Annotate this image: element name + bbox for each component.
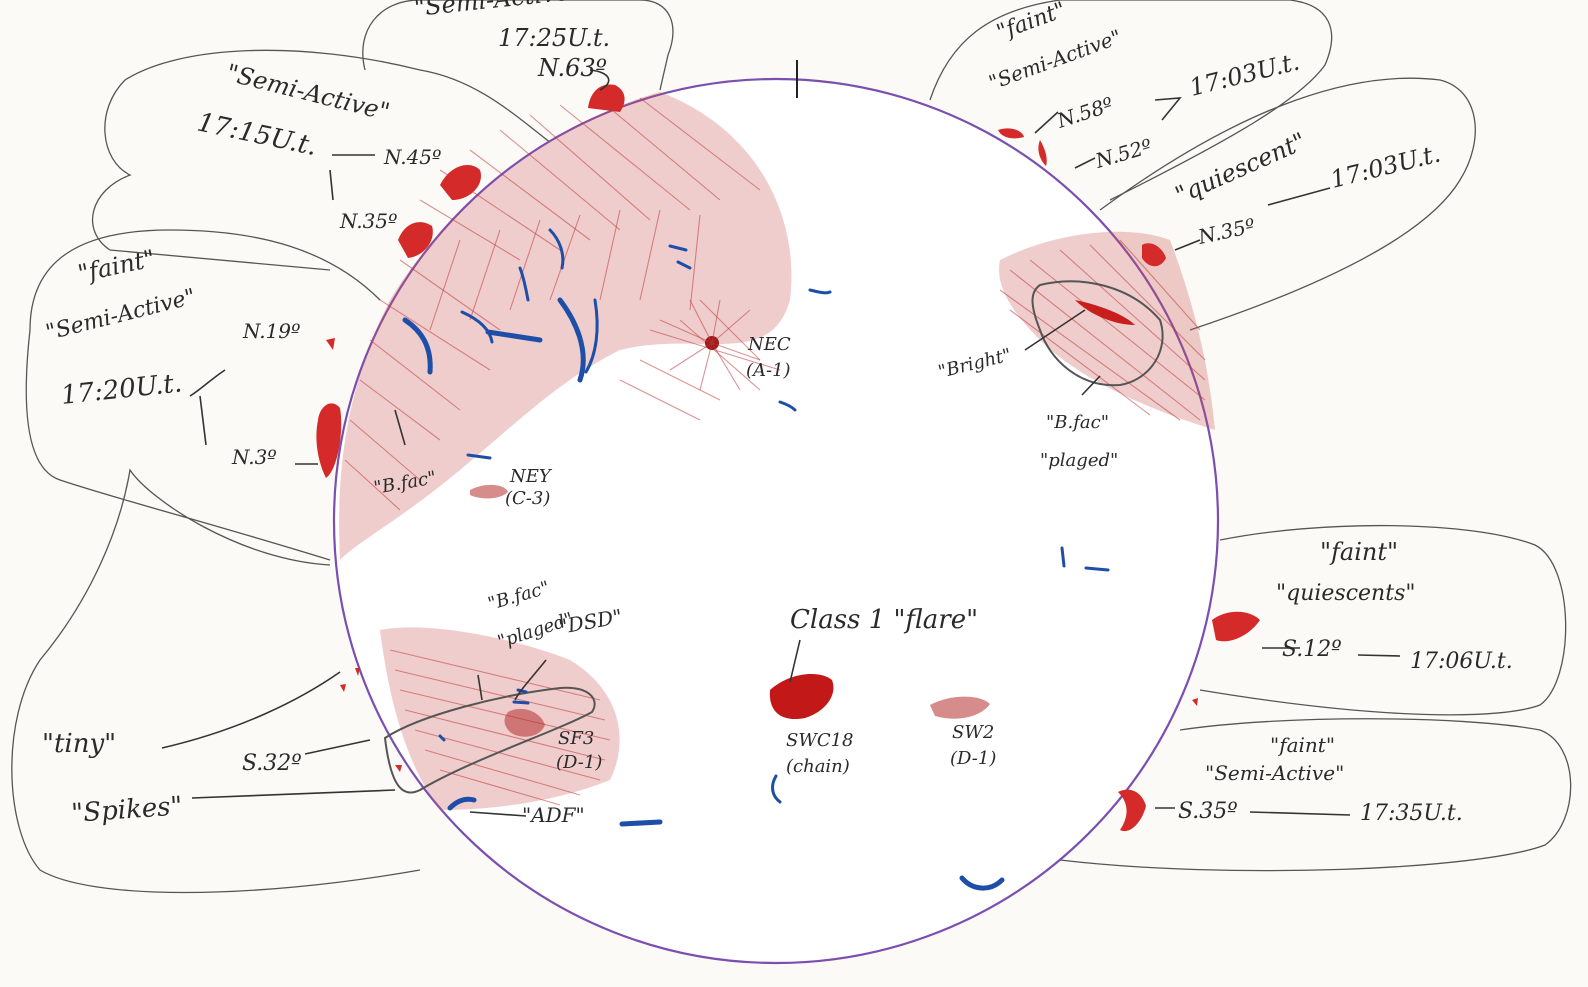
bubble-w-lower: [11, 468, 421, 894]
nw-upper-status: "Semi-Active": [224, 59, 393, 127]
sw2-region: [930, 696, 990, 719]
w-mid-brightness: "faint": [75, 244, 157, 288]
e-mid-status: "quiescent": [1171, 127, 1310, 209]
east-plage-hatching: [999, 239, 1206, 421]
bubble-ne-top: [362, 0, 674, 91]
bubble-e-top: [929, 0, 1333, 201]
leader-lines: [161, 69, 1401, 817]
solar-disk: [332, 77, 1220, 965]
w-lower-latitude: S.32º: [242, 751, 302, 776]
e-lower-time: 17:06U.t.: [1410, 649, 1513, 674]
nec-label: NEC: [747, 334, 791, 355]
sw-plage-region: [380, 627, 620, 810]
nw-upper-latitude-b: N.35º: [339, 209, 397, 233]
sf3-class: (D-1): [556, 752, 602, 773]
e-top-brightness: "faint": [994, 0, 1070, 46]
swc18-sub: (chain): [786, 756, 850, 777]
e-top-time: 17:03U.t.: [1187, 48, 1303, 102]
sw2-label: SW2: [952, 722, 994, 743]
e-top-latitude-b: N.52º: [1092, 134, 1155, 173]
sw2-class: (D-1): [950, 748, 996, 769]
ne-top-time: 17:25U.t.: [498, 24, 610, 52]
east-bright-streak: [1075, 300, 1135, 325]
sw-plage-hatching: [389, 649, 611, 806]
e-lower-brightness: "faint": [1320, 538, 1398, 566]
e-bottom-brightness: "faint": [1270, 733, 1335, 757]
w-mid-latitude-a: N.19º: [242, 319, 300, 343]
nw-upper-latitude-a: N.45º: [383, 145, 441, 169]
bubble-nw-upper: [92, 49, 561, 271]
bubble-e-mid: [1099, 77, 1476, 331]
nec-spot: [659, 299, 761, 391]
e-lower-status: "quiescents": [1276, 581, 1415, 606]
e-mid-time: 17:03U.t.: [1328, 140, 1444, 194]
e-mid-latitude: N.35º: [1195, 213, 1257, 249]
e-bottom-latitude: S.35º: [1178, 799, 1238, 824]
bubble-e-bottom: [1059, 718, 1572, 872]
w-mid-time: 17:20U.t.: [60, 368, 184, 411]
sw-plage-outline: [383, 686, 596, 794]
filaments: [402, 228, 1110, 891]
flare-label: Class 1 "flare": [790, 605, 978, 635]
ney-label: NEY: [509, 466, 553, 487]
w-lower-label-b: "Spikes": [70, 791, 183, 829]
bubble-e-lower: [1199, 524, 1567, 716]
e-bottom-time: 17:35U.t.: [1360, 801, 1463, 826]
adf-label: "ADF": [522, 803, 585, 827]
ney-spot: [470, 484, 508, 499]
e-top-latitude-a: N.58º: [1053, 92, 1116, 133]
east-bright-region-outline: [1031, 280, 1164, 387]
ney-class: (C-3): [505, 488, 550, 509]
prominences: [316, 84, 1260, 832]
ne-top-status: "Semi-Active": [413, 0, 582, 22]
w-lower-label-a: "tiny": [42, 729, 116, 759]
swc18-label: SWC18: [786, 730, 854, 751]
nec-class: (A-1): [746, 360, 791, 381]
nw-upper-time: 17:15U.t.: [195, 108, 320, 163]
plaged-east-label: "plaged": [1040, 450, 1118, 471]
w-mid-latitude-b: N.3º: [231, 445, 277, 469]
bubble-w-mid: [25, 229, 381, 561]
flare-region: [769, 674, 834, 720]
e-bottom-status: "Semi-Active": [1205, 761, 1344, 785]
sf3-spot: [504, 708, 545, 737]
bfac-east-label: "B.fac": [1046, 412, 1109, 433]
east-plage-region: [999, 231, 1215, 430]
e-lower-latitude: S.12º: [1282, 637, 1342, 662]
nw-plage-region: [339, 92, 792, 560]
w-mid-status: "Semi-Active": [43, 285, 198, 346]
nw-plage-hatching: [344, 97, 781, 511]
sf3-label: SF3: [558, 728, 594, 749]
ne-top-latitude: N.63º: [537, 54, 607, 82]
